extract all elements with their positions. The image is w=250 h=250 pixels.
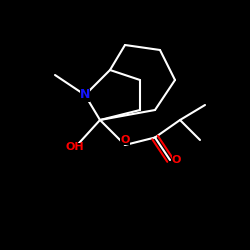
Text: OH: OH (66, 142, 84, 152)
Text: O: O (120, 135, 130, 145)
Text: O: O (172, 155, 181, 165)
Text: N: N (80, 88, 90, 102)
